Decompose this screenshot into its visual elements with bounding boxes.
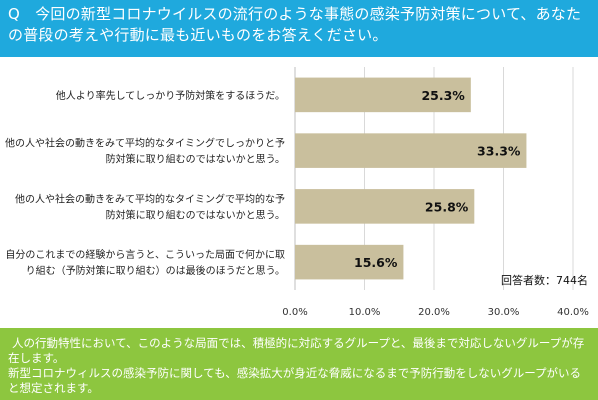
category-label: 他の人や社会の動きをみて平均的なタイミングで平均的な予防対策に取り組むのではない… <box>15 192 285 221</box>
horizontal-bar-chart: 0.0% 10.0% 20.0% 30.0% 40.0% 25.3% 他人より率先してしっか… <box>0 57 598 328</box>
respondents-count: 回答者数：744名 <box>501 273 588 287</box>
bar-value-label: 33.3% <box>477 144 521 159</box>
category-label: 他の人や社会の動きをみて平均的なタイミングでしっかりと予防対策に取り組むのではな… <box>5 137 285 166</box>
x-tick-label: 30.0% <box>488 307 520 318</box>
question-text: Q 今回の新型コロナウイルスの流行のような事態の感染予防対策について、あなたの普… <box>8 5 582 44</box>
category-label: 他人より率先してしっかり予防対策をするほうだ。 <box>56 89 285 102</box>
bar-value-label: 25.3% <box>421 88 465 103</box>
bar-value-label: 15.6% <box>354 255 398 270</box>
bar-value-label: 25.8% <box>425 199 469 214</box>
summary-paragraph-1: 人の行動特性において、このような局面では、積極的に対応するグループと、最後まで対… <box>8 336 585 365</box>
summary-box: 人の行動特性において、このような局面では、積極的に対応するグループと、最後まで対… <box>0 328 598 400</box>
bar-4 <box>295 244 404 280</box>
x-tick-label: 0.0% <box>282 307 307 318</box>
bar-3 <box>295 189 475 224</box>
bar-1 <box>295 77 471 113</box>
bar-2 <box>295 133 527 168</box>
chart-canvas: 0.0% 10.0% 20.0% 30.0% 40.0% 25.3% 他人より率先してしっか… <box>5 67 589 318</box>
category-label: 自分のこれまでの経験から言うと、こういった局面で何かに取り組む（予防対策に取り組… <box>5 248 285 277</box>
question-header: Q 今回の新型コロナウイルスの流行のような事態の感染予防対策について、あなたの普… <box>0 0 598 57</box>
summary-paragraph-2: 新型コロナウィルスの感染予防に関しても、感染拡大が身近な脅威になるまで予防行動を… <box>8 366 582 395</box>
x-tick-label: 20.0% <box>418 307 450 318</box>
x-tick-label: 40.0% <box>557 307 589 318</box>
x-tick-label: 10.0% <box>349 307 381 318</box>
